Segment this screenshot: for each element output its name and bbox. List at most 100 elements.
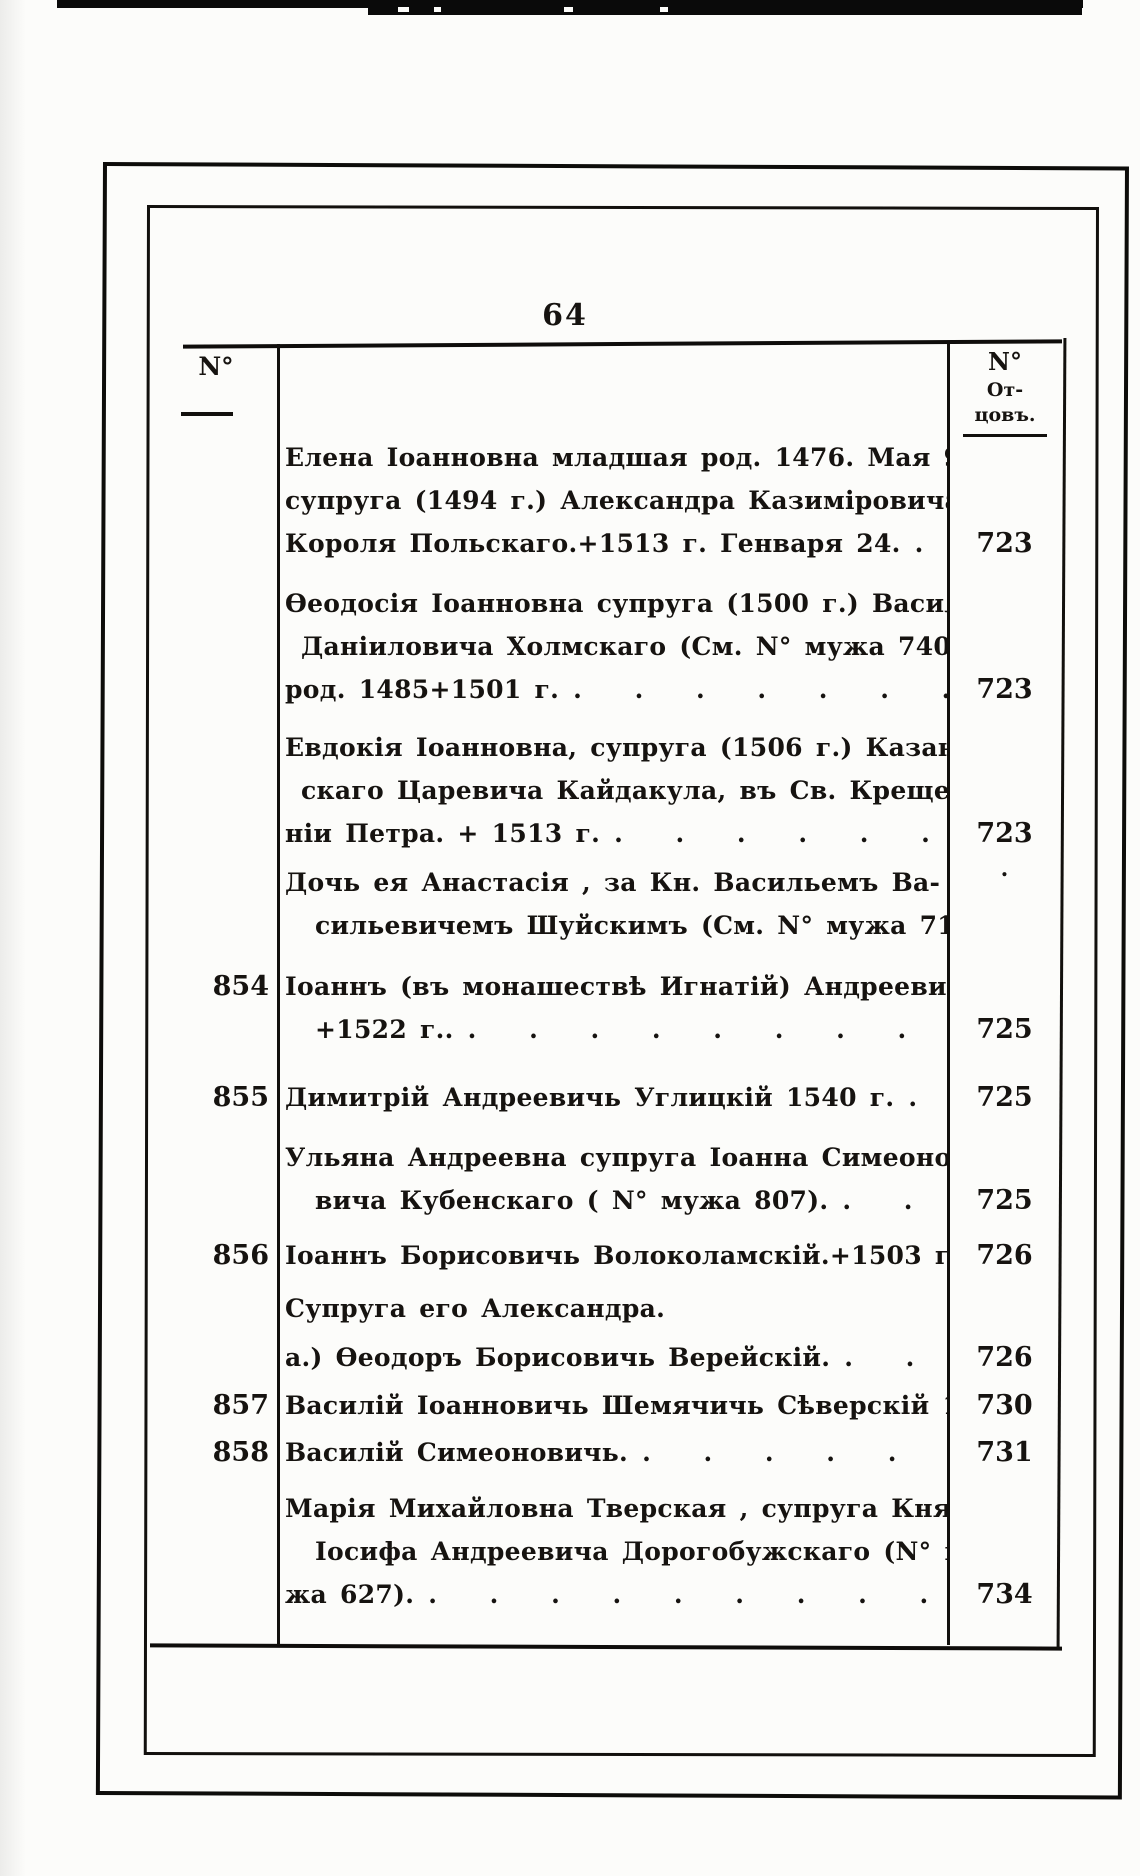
father-ref-number: 725 (976, 1185, 1033, 1216)
table-row: Марія Михайловна Тверская , супруга Княз… (185, 1487, 1062, 1616)
table-row: Ульяна Андреевна супруга Іоанна Симеоно-… (185, 1136, 1062, 1222)
entry-text-line: Супруга его Александра. (285, 1287, 947, 1330)
entry-text: Супруга его Александра. (285, 1287, 947, 1330)
stray-ink-mark: . (1000, 855, 1009, 882)
entry-text: Іоаннъ (въ монашествѣ Игнатій) Андреевич… (285, 965, 947, 1051)
father-ref-number: 725 (976, 1082, 1033, 1113)
table-row: Супруга его Александра. (185, 1287, 1062, 1330)
entry-text-line: Марія Михайловна Тверская , супруга Княз… (285, 1487, 947, 1530)
column-header-right-line: цовъ. (974, 404, 1036, 426)
scan-artifact-notch (564, 7, 573, 12)
table-left-column-divider (277, 344, 280, 1645)
entry-text-content: Іосифа Андреевича Дорогобужскаго (N° му- (315, 1537, 947, 1566)
entry-text-content: Короля Польскаго.+1513 г. Генваря 24. (285, 529, 901, 558)
entry-text-content: Дочь ея Анастасія , за Кн. Васильемъ Ва- (285, 868, 941, 897)
table-row: Дочь ея Анастасія , за Кн. Васильемъ Ва-… (185, 861, 1062, 947)
entry-text-content: жа 627). (285, 1580, 415, 1609)
table-row: 856 Іоаннъ Борисовичь Волоколамскій.+1503… (185, 1234, 1062, 1277)
column-header-right-line: N° (988, 347, 1022, 376)
entry-text: Ѳеодосія Іоанновна супруга (1500 г.) Вас… (285, 582, 947, 711)
entry-number: 857 (212, 1390, 269, 1421)
entry-text: Димитрій Андреевичь Углицкій 1540 г. . . (285, 1076, 947, 1119)
column-header-right-line: От- (986, 379, 1024, 401)
entry-text-content: ніи Петра. + 1513 г. (285, 819, 601, 848)
entry-text-line: сильевичемъ Шуйскимъ (См. N° мужа 718). (285, 904, 947, 947)
entry-text: Василій Іоанновичь Шемячичь Сѣверскій 15… (285, 1384, 947, 1427)
entry-text-line: +1522 г.. . . . . . . . . . (285, 1008, 947, 1051)
leader-dots: . . . (842, 1186, 947, 1215)
leader-dots: . (914, 529, 924, 558)
father-ref-number: 731 (976, 1437, 1033, 1468)
leader-dots: . . . . . . . . (642, 1438, 947, 1467)
entry-text-content: Іоаннъ (въ монашествѣ Игнатій) Андреевич… (285, 972, 947, 1001)
father-ref-number: 723 (976, 528, 1033, 559)
entry-text-line: скаго Царевича Кайдакула, въ Св. Креще- (285, 769, 947, 812)
column-header-left: N° (198, 352, 234, 381)
entry-text-line: ніи Петра. + 1513 г. . . . . . . . (285, 812, 947, 855)
entry-text-line: Дочь ея Анастасія , за Кн. Васильемъ Ва- (285, 861, 947, 904)
entry-text-line: Іосифа Андреевича Дорогобужскаго (N° му- (285, 1530, 947, 1573)
entry-text-line: Василій Іоанновичь Шемячичь Сѣверскій 15… (285, 1384, 947, 1427)
table-row: Ѳеодосія Іоанновна супруга (1500 г.) Вас… (185, 582, 1062, 711)
leader-dots: . . . . . . . (614, 819, 947, 848)
entry-text-content: а.) Ѳеодоръ Борисовичь Верейскій. (285, 1343, 831, 1372)
entry-text: Елена Іоанновна младшая род. 1476. Мая 9… (285, 436, 947, 565)
table-right-column-divider (947, 344, 950, 1645)
leader-dots: . . . . . . . . . . (428, 1580, 947, 1609)
father-ref-number: 734 (976, 1579, 1033, 1610)
column-header-right-underline (963, 434, 1047, 437)
entry-text-line: Ѳеодосія Іоанновна супруга (1500 г.) Вас… (285, 582, 947, 625)
table-row: 857 Василій Іоанновичь Шемячичь Сѣверскій… (185, 1384, 1062, 1427)
entry-text-line: вича Кубенскаго ( N° мужа 807). . . . (285, 1179, 947, 1222)
table-row: 854 Іоаннъ (въ монашествѣ Игнатій) Андрее… (185, 965, 1062, 1051)
entry-text-content: Евдокія Іоанновна, супруга (1506 г.) Каз… (285, 733, 947, 762)
entry-text-line: а.) Ѳеодоръ Борисовичь Верейскій. . . . (285, 1336, 947, 1379)
scan-artifact-notch (434, 7, 441, 12)
column-header-left-underline (181, 412, 233, 416)
entry-text: Дочь ея Анастасія , за Кн. Васильемъ Ва-… (285, 861, 947, 947)
entry-text-line: Іоаннъ Борисовичь Волоколамскій.+1503 г.… (285, 1234, 947, 1277)
leader-dots: . . (908, 1083, 947, 1112)
entry-text-content: вича Кубенскаго ( N° мужа 807). (315, 1186, 829, 1215)
entry-text-line: Евдокія Іоанновна, супруга (1506 г.) Каз… (285, 726, 947, 769)
entry-text-content: супруга (1494 г.) Александра Казимірович… (285, 486, 947, 515)
entry-text: а.) Ѳеодоръ Борисовичь Верейскій. . . . (285, 1336, 947, 1379)
column-header-right: N° От- цовъ. (950, 346, 1060, 437)
table-entries: Елена Іоанновна младшая род. 1476. Мая 9… (185, 436, 1062, 1616)
entry-text-line: Елена Іоанновна младшая род. 1476. Мая 9… (285, 436, 947, 479)
entry-text: Ульяна Андреевна супруга Іоанна Симеоно-… (285, 1136, 947, 1222)
entry-text-line: Іоаннъ (въ монашествѣ Игнатій) Андреевич… (285, 965, 947, 1008)
entry-text-content: род. 1485+1501 г. (285, 675, 560, 704)
table-row: а.) Ѳеодоръ Борисовичь Верейскій. . . . 72… (185, 1336, 1062, 1379)
entry-text-line: супруга (1494 г.) Александра Казимірович… (285, 479, 947, 522)
father-ref-number: 725 (976, 1014, 1033, 1045)
father-ref-number: 726 (976, 1342, 1033, 1373)
entry-text-content: Марія Михайловна Тверская , супруга Княз… (285, 1494, 947, 1523)
entry-text-content: Василій Іоанновичь Шемячичь Сѣверскій 15… (285, 1391, 947, 1420)
father-ref-number: 723 (976, 674, 1033, 705)
entry-text-line: Димитрій Андреевичь Углицкій 1540 г. . . (285, 1076, 947, 1119)
entry-text-content: Елена Іоанновна младшая род. 1476. Мая 9… (285, 443, 947, 472)
entry-text: Марія Михайловна Тверская , супруга Княз… (285, 1487, 947, 1616)
entry-text-line: Даніиловича Холмскаго (См. N° мужа 740). (285, 625, 947, 668)
entry-text-content: +1522 г.. (315, 1015, 454, 1044)
entry-text-line: Короля Польскаго.+1513 г. Генваря 24.. (285, 522, 947, 565)
table-row: Евдокія Іоанновна, супруга (1506 г.) Каз… (185, 726, 1062, 882)
entry-number: 854 (212, 971, 269, 1002)
entry-text: Іоаннъ Борисовичь Волоколамскій.+1503 г.… (285, 1234, 947, 1277)
scan-artifact-bar-thick (368, 0, 1082, 15)
scan-artifact-notch (398, 7, 409, 12)
table-row: 858 Василій Симеоновичь. . . . . . . . . 73… (185, 1431, 1062, 1474)
entry-text-content: Іоаннъ Борисовичь Волоколамскій.+1503 г. (285, 1241, 947, 1270)
entry-text: Евдокія Іоанновна, супруга (1506 г.) Каз… (285, 726, 947, 855)
entry-text-line: Василій Симеоновичь. . . . . . . . . (285, 1431, 947, 1474)
entry-text-line: Ульяна Андреевна супруга Іоанна Симеоно- (285, 1136, 947, 1179)
entry-text-content: Даніиловича Холмскаго (См. N° мужа 740). (301, 632, 947, 661)
entry-number: 858 (212, 1437, 269, 1468)
leader-dots: . . . (844, 1343, 947, 1372)
entry-text-content: Ульяна Андреевна супруга Іоанна Симеоно- (285, 1143, 947, 1172)
leader-dots: . . . . . . . . . (467, 1015, 947, 1044)
entry-text-line: род. 1485+1501 г. . . . . . . . (285, 668, 947, 711)
entry-text-content: скаго Царевича Кайдакула, въ Св. Креще- (301, 776, 947, 805)
